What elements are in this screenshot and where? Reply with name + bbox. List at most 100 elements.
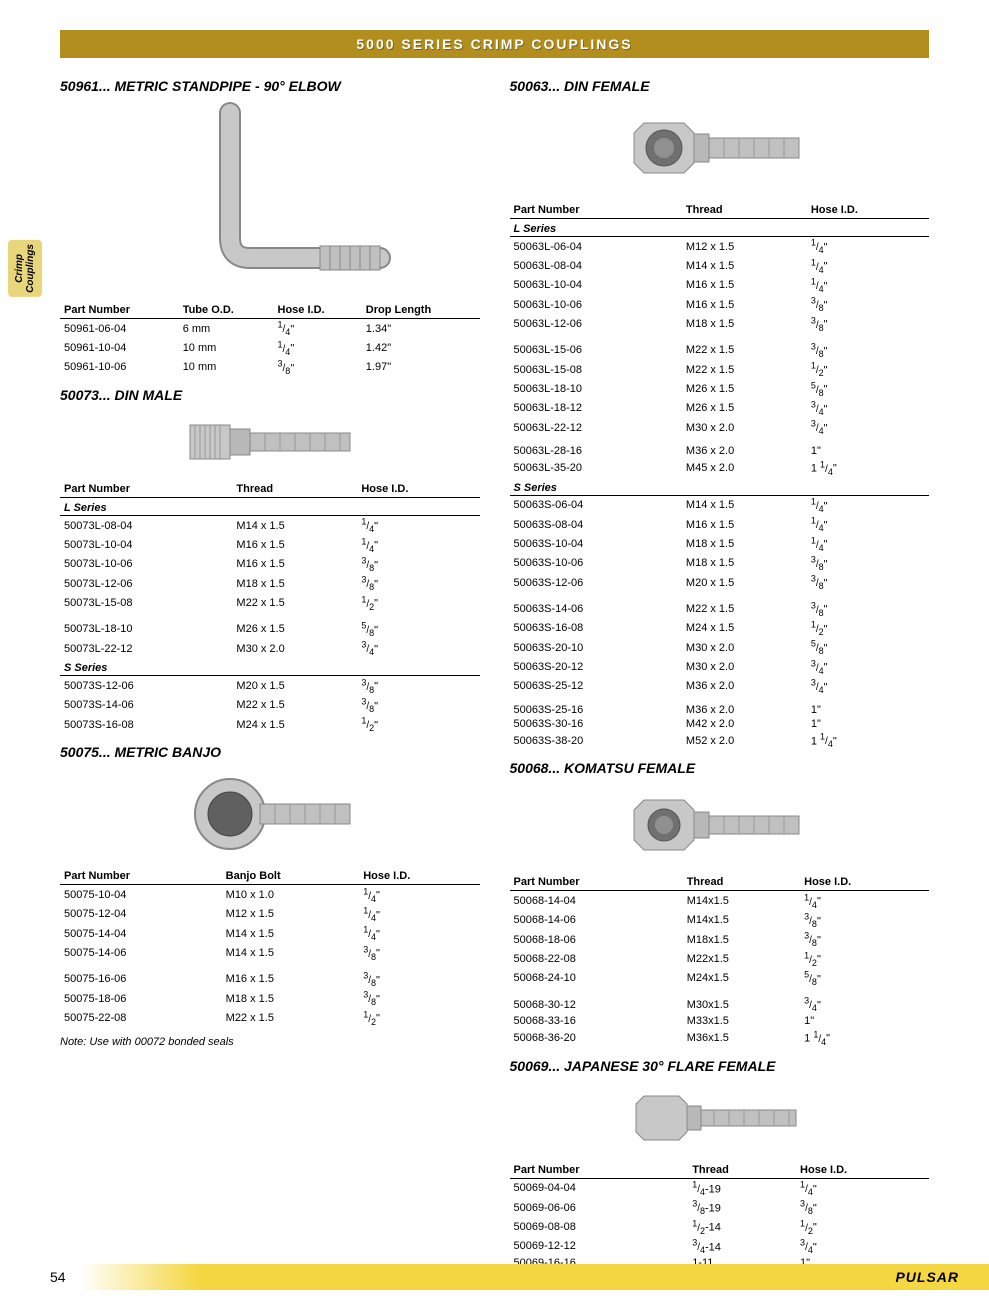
table-cell: 50069-06-06 — [510, 1198, 689, 1217]
table-cell: M18 x 1.5 — [232, 574, 357, 593]
table-cell: M12 x 1.5 — [682, 237, 807, 257]
table-cell: M30 x 2.0 — [682, 638, 807, 657]
table-cell: 3/8" — [807, 334, 929, 360]
table-cell: 50063L-22-12 — [510, 418, 682, 437]
table-row: 50063L-10-06M16 x 1.53/8" — [510, 295, 930, 314]
table-cell: 3/4" — [807, 657, 929, 676]
table-row: 50073L-15-08M22 x 1.51/2" — [60, 593, 480, 612]
table-cell: 1/4" — [796, 1178, 929, 1198]
table-row: 50961-06-046 mm1/4"1.34" — [60, 319, 480, 339]
table-cell: 50063S-25-12 — [510, 677, 682, 696]
table-50063: Part NumberThreadHose I.D. L Series50063… — [510, 202, 930, 750]
table-50961: Part NumberTube O.D.Hose I.D.Drop Length… — [60, 302, 480, 377]
side-tab-line2: Couplings — [25, 244, 36, 293]
column-header: Hose I.D. — [800, 874, 929, 891]
table-cell: 1/4" — [807, 495, 929, 515]
table-cell: M22 x 1.5 — [222, 1008, 360, 1027]
table-row: 50063L-12-06M18 x 1.53/8" — [510, 314, 930, 333]
column-header: Thread — [688, 1162, 796, 1179]
table-cell: 1.34" — [362, 319, 480, 339]
sub-header-row: L Series — [60, 497, 480, 515]
sub-header-label: S Series — [60, 658, 480, 676]
table-cell: 1/4" — [359, 924, 479, 943]
product-image-50073 — [60, 407, 480, 477]
page-footer: 54 PULSAR — [0, 1264, 989, 1290]
table-cell: 50075-12-04 — [60, 905, 222, 924]
table-cell: M22 x 1.5 — [232, 593, 357, 612]
table-50068: Part NumberThreadHose I.D. 50068-14-04M1… — [510, 874, 930, 1047]
column-header: Hose I.D. — [796, 1162, 929, 1179]
product-image-50069 — [510, 1078, 930, 1158]
column-header: Thread — [683, 874, 800, 891]
table-cell: 1/2" — [800, 949, 929, 968]
table-cell: 50073S-14-06 — [60, 696, 232, 715]
table-cell: 5/8" — [357, 613, 479, 639]
table-cell: 1/2" — [807, 360, 929, 379]
table-cell: 1/2" — [796, 1217, 929, 1236]
table-cell: 50073L-08-04 — [60, 515, 232, 535]
section-title-50063: 50063... DIN FEMALE — [510, 78, 930, 94]
table-cell: 1/2" — [357, 715, 479, 734]
table-cell: 50063S-10-06 — [510, 554, 682, 573]
table-cell: M14 x 1.5 — [682, 495, 807, 515]
column-header: Part Number — [510, 874, 683, 891]
table-row: 50063S-08-04M16 x 1.51/4" — [510, 515, 930, 534]
table-cell: M10 x 1.0 — [222, 885, 360, 905]
table-row: 50063L-08-04M14 x 1.51/4" — [510, 256, 930, 275]
table-cell: 50073S-12-06 — [60, 676, 232, 696]
table-row: 50075-14-04M14 x 1.51/4" — [60, 924, 480, 943]
table-cell: 5/8" — [807, 379, 929, 398]
table-cell: 50073L-15-08 — [60, 593, 232, 612]
table-row: 50063S-38-20M52 x 2.01 1/4" — [510, 731, 930, 750]
table-cell: 3/8" — [357, 676, 479, 696]
table-cell: 50073L-12-06 — [60, 574, 232, 593]
table-cell: 1" — [807, 717, 929, 731]
table-cell: M45 x 2.0 — [682, 458, 807, 477]
column-header: Hose I.D. — [274, 302, 362, 319]
table-cell: 1/2" — [357, 593, 479, 612]
section-title-50961: 50961... METRIC STANDPIPE - 90° ELBOW — [60, 78, 480, 94]
table-cell: 3/8" — [807, 554, 929, 573]
table-cell: M16 x 1.5 — [232, 555, 357, 574]
table-cell: 3/4" — [807, 418, 929, 437]
table-cell: 50073L-22-12 — [60, 639, 232, 658]
table-cell: 1/4" — [807, 276, 929, 295]
table-cell: M30 x 2.0 — [682, 418, 807, 437]
table-cell: 1/4" — [359, 905, 479, 924]
table-cell: 3/4-14 — [688, 1237, 796, 1256]
section-title-50075: 50075... METRIC BANJO — [60, 744, 480, 760]
table-cell: 50063S-20-12 — [510, 657, 682, 676]
table-row: 50075-16-06M16 x 1.53/8" — [60, 963, 480, 989]
table-cell: 50073L-18-10 — [60, 613, 232, 639]
table-cell: 50063S-16-08 — [510, 619, 682, 638]
table-cell: M36x1.5 — [683, 1028, 800, 1047]
table-cell: 50063L-06-04 — [510, 237, 682, 257]
table-cell: 50063L-08-04 — [510, 256, 682, 275]
table-row: 50063L-18-12M26 x 1.53/4" — [510, 399, 930, 418]
sub-header-label: L Series — [510, 219, 930, 237]
table-row: 50068-33-16M33x1.51" — [510, 1014, 930, 1028]
table-row: 50068-22-08M22x1.51/2" — [510, 949, 930, 968]
table-50069: Part NumberThreadHose I.D. 50069-04-041/… — [510, 1162, 930, 1270]
table-cell: 50961-06-04 — [60, 319, 179, 339]
table-row: 50063L-10-04M16 x 1.51/4" — [510, 276, 930, 295]
table-cell: 50068-14-06 — [510, 911, 683, 930]
table-row: 50063L-18-10M26 x 1.55/8" — [510, 379, 930, 398]
table-cell: 50073S-16-08 — [60, 715, 232, 734]
table-row: 50063S-25-12M36 x 2.03/4" — [510, 677, 930, 696]
table-cell: 50073L-10-04 — [60, 535, 232, 554]
table-row: 50068-36-20M36x1.51 1/4" — [510, 1028, 930, 1047]
table-cell: 50068-18-06 — [510, 930, 683, 949]
column-header: Part Number — [60, 302, 179, 319]
table-row: 50075-18-06M18 x 1.53/8" — [60, 989, 480, 1008]
table-cell: 3/4" — [796, 1237, 929, 1256]
table-cell: 50063L-35-20 — [510, 458, 682, 477]
table-row: 50063L-22-12M30 x 2.03/4" — [510, 418, 930, 437]
table-row: 50069-06-063/8-193/8" — [510, 1198, 930, 1217]
table-cell: 3/4" — [807, 399, 929, 418]
table-cell: M12 x 1.5 — [222, 905, 360, 924]
table-row: 50075-22-08M22 x 1.51/2" — [60, 1008, 480, 1027]
table-row: 50069-04-041/4-191/4" — [510, 1178, 930, 1198]
left-column: 50961... METRIC STANDPIPE - 90° ELBOW Pa… — [60, 68, 480, 1278]
table-cell: 50069-08-08 — [510, 1217, 689, 1236]
